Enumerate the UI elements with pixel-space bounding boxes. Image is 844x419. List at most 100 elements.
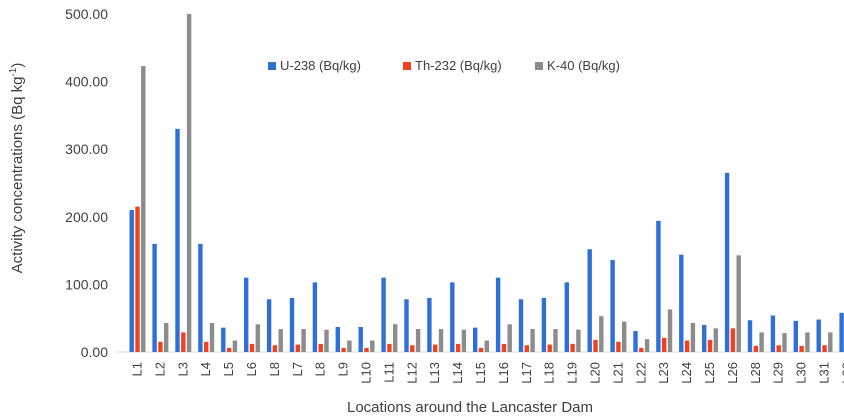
bar-u-238-l30 bbox=[793, 320, 798, 352]
bar-k-40-l1 bbox=[141, 66, 146, 352]
x-tick-label: L32 bbox=[839, 362, 844, 384]
x-tick-label: L1 bbox=[130, 362, 145, 376]
y-tick-label: 300.00 bbox=[65, 141, 108, 157]
y-tick-label: 400.00 bbox=[65, 74, 108, 90]
bar-th-232-l14 bbox=[455, 343, 461, 352]
bar-th-232-l17 bbox=[524, 345, 529, 352]
bar-th-232-l2 bbox=[158, 341, 163, 352]
bar-k-40-l15 bbox=[484, 340, 489, 352]
x-tick-label: L4 bbox=[198, 362, 213, 376]
x-tick-label: L2 bbox=[152, 362, 167, 376]
bar-th-232-l28 bbox=[753, 345, 758, 352]
bar-u-238-l16 bbox=[495, 277, 501, 352]
bar-th-232-l19 bbox=[570, 343, 575, 352]
x-axis-ticks: L1 L2 L3 L4 L5 L6 L8 L7 L8 L9 L10 L11 L12 L13 L14 L15 L1… bbox=[130, 362, 844, 384]
legend-swatch bbox=[535, 62, 543, 70]
bar-th-232-l24 bbox=[684, 340, 690, 352]
bar-k-40-l29 bbox=[782, 333, 787, 352]
bar-k-40-l23 bbox=[667, 309, 673, 352]
bar-u-238-l6 bbox=[244, 277, 249, 352]
bar-u-238-l26 bbox=[724, 172, 730, 352]
bar-u-238-l15 bbox=[473, 327, 478, 352]
x-tick-label: L14 bbox=[450, 362, 465, 384]
bar-u-238-l1 bbox=[129, 210, 134, 352]
bar-th-232-l8 bbox=[318, 343, 323, 352]
y-axis-title-main: Activity concentrations (Bq kg bbox=[9, 77, 26, 274]
x-tick-label: L6 bbox=[244, 362, 259, 376]
bar-k-40-l6 bbox=[255, 324, 260, 352]
y-axis-title-sup: -1 bbox=[8, 67, 19, 76]
bar-u-238-l31 bbox=[816, 319, 821, 352]
bar-k-40-l12 bbox=[415, 329, 421, 352]
bar-u-238-l8 bbox=[312, 282, 318, 352]
bar-k-40-l31 bbox=[828, 332, 833, 352]
x-tick-label: L8 bbox=[313, 362, 328, 376]
svg-text:Activity concentrations (Bq kg: Activity concentrations (Bq kg-1) bbox=[8, 63, 26, 274]
legend-label: Th-232 (Bq/kg) bbox=[415, 58, 502, 73]
bar-u-238-l5 bbox=[221, 327, 226, 352]
x-tick-label: L22 bbox=[633, 362, 648, 384]
bar-th-232-l12 bbox=[410, 345, 415, 352]
bar-k-40-l9 bbox=[347, 340, 352, 352]
bar-th-232-l6 bbox=[249, 343, 255, 352]
bar-u-238-l28 bbox=[747, 320, 753, 352]
legend-swatch bbox=[403, 62, 411, 70]
x-tick-label: L19 bbox=[565, 362, 580, 384]
bar-k-40-l4 bbox=[209, 322, 215, 352]
bar-th-232-l5 bbox=[226, 347, 232, 352]
bar-u-238-l12 bbox=[404, 299, 409, 352]
bar-th-232-l13 bbox=[433, 344, 438, 352]
x-tick-label: L21 bbox=[610, 362, 625, 384]
bar-k-40-l3 bbox=[186, 14, 192, 352]
bar-u-238-l21 bbox=[610, 260, 615, 352]
bar-k-40-l28 bbox=[759, 332, 764, 352]
bar-th-232-l3 bbox=[181, 332, 186, 352]
bar-k-40-l21 bbox=[622, 321, 627, 352]
bar-k-40-l17 bbox=[530, 329, 535, 352]
bar-th-232-l30 bbox=[799, 345, 804, 352]
x-tick-label: L26 bbox=[725, 362, 740, 384]
x-tick-label: L16 bbox=[496, 362, 511, 384]
x-tick-label: L23 bbox=[656, 362, 671, 384]
bar-k-40-l5 bbox=[232, 340, 238, 352]
bar-u-238-l23 bbox=[656, 220, 661, 352]
bar-k-40-l11 bbox=[393, 324, 398, 352]
bar-u-238-l10 bbox=[358, 326, 363, 352]
bar-u-238-l14 bbox=[450, 282, 455, 352]
x-tick-label: L10 bbox=[359, 362, 374, 384]
bar-k-40-l26 bbox=[736, 255, 741, 352]
x-tick-label: L28 bbox=[748, 362, 763, 384]
x-tick-label: L31 bbox=[817, 362, 832, 384]
bar-th-232-l21 bbox=[616, 341, 621, 352]
bar-u-238-l8 bbox=[266, 299, 272, 352]
bar-k-40-l2 bbox=[164, 322, 169, 352]
bar-u-238-l7 bbox=[289, 297, 295, 352]
bar-u-238-l24 bbox=[679, 254, 684, 352]
x-tick-label: L30 bbox=[794, 362, 809, 384]
bar-u-238-l2 bbox=[152, 243, 157, 352]
bar-k-40-l22 bbox=[644, 339, 650, 352]
x-tick-label: L7 bbox=[290, 362, 305, 376]
y-axis-title: Activity concentrations (Bq kg-1) bbox=[8, 63, 26, 274]
bar-th-232-l22 bbox=[639, 347, 644, 352]
legend-swatch bbox=[268, 62, 276, 70]
x-tick-label: L17 bbox=[519, 362, 534, 384]
y-tick-label: 500.00 bbox=[65, 6, 108, 22]
bar-u-238-l11 bbox=[381, 277, 386, 352]
bar-u-238-l25 bbox=[702, 324, 707, 352]
bar-th-232-l29 bbox=[776, 345, 781, 352]
bar-u-238-l29 bbox=[770, 315, 776, 352]
x-tick-label: L15 bbox=[473, 362, 488, 384]
bar-u-238-l18 bbox=[541, 297, 547, 352]
x-axis-title: Locations around the Lancaster Dam bbox=[347, 399, 593, 416]
bar-u-238-l3 bbox=[175, 128, 180, 352]
x-tick-label: L18 bbox=[542, 362, 557, 384]
bar-k-40-l16 bbox=[507, 324, 512, 352]
bar-th-232-l4 bbox=[204, 341, 209, 352]
bar-th-232-l7 bbox=[295, 344, 300, 352]
bar-th-232-l20 bbox=[593, 339, 598, 352]
x-tick-label: L13 bbox=[427, 362, 442, 384]
y-tick-label: 0.00 bbox=[81, 344, 108, 360]
bar-k-40-l25 bbox=[713, 328, 718, 352]
bars bbox=[129, 14, 844, 352]
